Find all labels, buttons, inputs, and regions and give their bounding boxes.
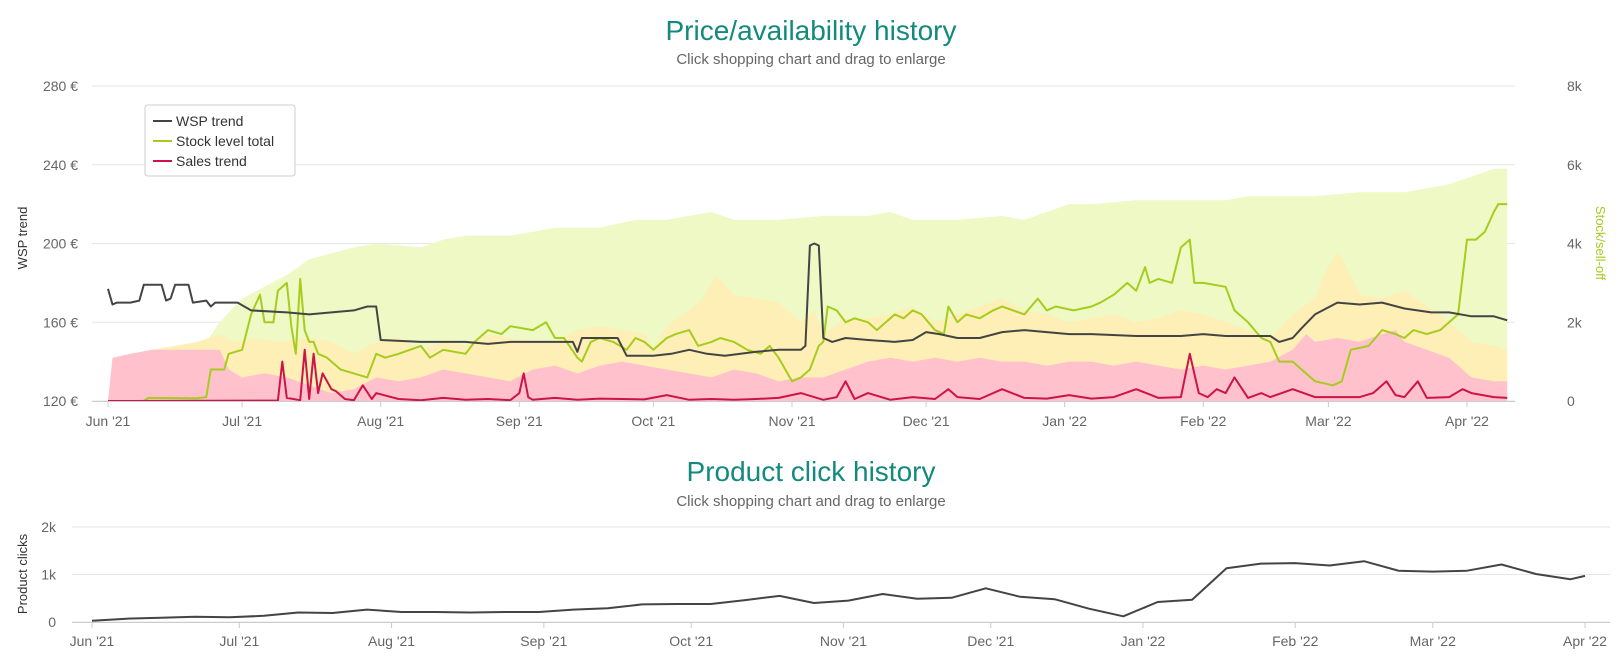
band-yellow	[108, 251, 1508, 401]
chart1-x-tick-label: Oct '21	[631, 413, 675, 429]
chart2-x-tick-label: Apr '22	[1563, 633, 1607, 649]
series-product-clicks	[91, 560, 1586, 622]
legend-item-sales-trend[interactable]: Sales trend	[176, 153, 247, 169]
chart1-subtitle: Click shopping chart and drag to enlarge	[676, 51, 945, 68]
chart1-left-tick-label: 200 €	[43, 236, 78, 252]
chart1-x-tick-label: Mar '22	[1305, 413, 1351, 429]
legend-item-wsp-trend[interactable]: WSP trend	[176, 113, 243, 129]
chart2-x-tick-label: Jul '21	[219, 633, 259, 649]
chart2-x-tick-label: Nov '21	[820, 633, 867, 649]
chart1-right-tick-label: 8k	[1567, 78, 1583, 94]
chart1-right-tick-label: 2k	[1567, 314, 1583, 330]
legend-item-stock-level[interactable]: Stock level total	[176, 133, 274, 149]
chart2-x-tick-label: Feb '22	[1272, 633, 1318, 649]
chart2-x-tick-label: Mar '22	[1410, 633, 1456, 649]
chart1-x-tick-label: Sep '21	[496, 413, 543, 429]
chart1-left-axis-title: WSP trend	[15, 207, 30, 270]
chart1-x-tick-label: Nov '21	[768, 413, 815, 429]
chart1-right-axis-title: Stock/sell-off	[1593, 206, 1608, 281]
chart1-left-tick-label: 240 €	[43, 157, 78, 173]
legend-box	[144, 104, 296, 177]
chart1-series[interactable]	[107, 203, 1508, 402]
band-pink	[108, 330, 1508, 401]
chart1-x-tick-label: Apr '22	[1445, 413, 1489, 429]
chart1-legend[interactable]: WSP trend Stock level total Sales trend	[144, 104, 296, 177]
chart2-x-tick-label: Dec '21	[967, 633, 1014, 649]
chart1-title: Price/availability history	[666, 15, 957, 46]
chart1-left-tick-label: 160 €	[43, 314, 78, 330]
chart1-right-tick-label: 6k	[1567, 157, 1583, 173]
chart1-left-tick-label: 280 €	[43, 78, 78, 94]
chart2-title: Product click history	[687, 456, 936, 487]
chart2-y-tick-label: 0	[48, 614, 56, 630]
chart1-left-tick-label: 120 €	[43, 393, 78, 409]
chart2-subtitle: Click shopping chart and drag to enlarge	[676, 493, 945, 510]
chart2-gridlines	[72, 526, 1610, 623]
chart2-x-tick-label: Aug '21	[368, 633, 415, 649]
chart2-x-ticks: Jun '21 Jul '21 Aug '21 Sep '21 Oct '21 Nov '…	[70, 622, 1610, 649]
chart1-left-ticks: 120 € 160 € 200 € 240 € 280 €	[43, 78, 78, 409]
chart1-right-ticks: 0 2k 4k 6k 8k	[1567, 78, 1583, 409]
chart1-x-tick-label: Jan '22	[1042, 413, 1087, 429]
chart2-y-tick-label: 2k	[41, 519, 57, 535]
chart1-x-tick-label: Jun '21	[86, 413, 131, 429]
chart1-x-tick-label: Feb '22	[1180, 413, 1226, 429]
chart2-x-tick-label: Oct '21	[669, 633, 713, 649]
chart2-y-axis-title: Product clicks	[15, 533, 30, 614]
chart2-x-tick-label: Sep '21	[520, 633, 567, 649]
series-stock-level	[143, 203, 1508, 402]
chart2-y-tick-label: 1k	[41, 567, 57, 583]
chart1-x-ticks: Jun '21 Jul '21 Aug '21 Sep '21 Oct '21 Nov '…	[86, 401, 1515, 429]
chart2-x-tick-label: Jan '22	[1121, 633, 1166, 649]
chart2-series[interactable]	[91, 560, 1586, 622]
chart1-right-tick-label: 4k	[1567, 236, 1583, 252]
chart2-x-tick-label: Jun '21	[70, 633, 115, 649]
chart1-right-tick-label: 0	[1567, 393, 1575, 409]
chart2-y-ticks: 0 1k 2k	[41, 519, 57, 630]
series-wsp-trend	[107, 242, 1508, 357]
chart1-x-tick-label: Aug '21	[357, 413, 404, 429]
chart1-x-tick-label: Dec '21	[903, 413, 950, 429]
series-sales-trend	[107, 348, 1508, 402]
chart1-x-tick-label: Jul '21	[222, 413, 262, 429]
